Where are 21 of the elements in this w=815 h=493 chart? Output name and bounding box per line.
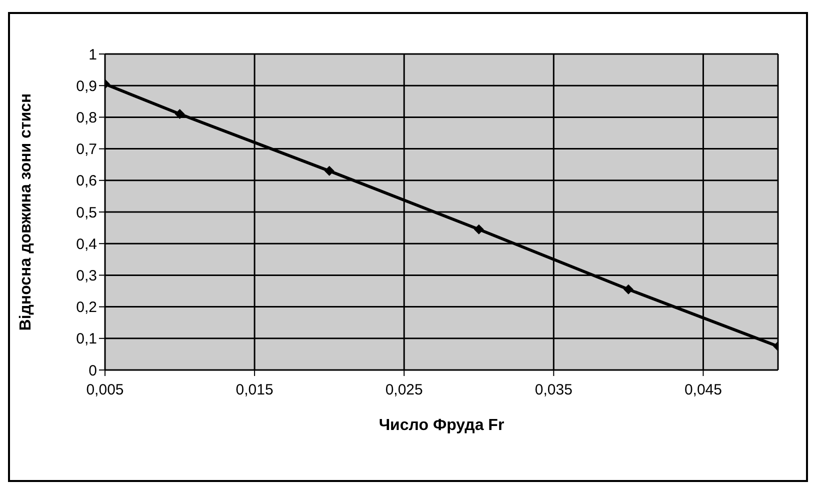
y-tick-label: 0,2: [76, 299, 97, 316]
y-axis-title: Відносна довжина зони стисн: [18, 93, 35, 331]
point: [623, 284, 634, 294]
point: [324, 166, 334, 176]
y-tick-label: 0,3: [76, 268, 97, 285]
x-tick-label: 0,025: [385, 382, 423, 399]
x-axis-title: Число Фруда Fr: [378, 417, 504, 434]
x-tick-label: 0,035: [534, 382, 572, 399]
y-tick-label: 0: [88, 362, 97, 380]
y-tick-label: 0,5: [76, 204, 97, 222]
y-tick-label: 0,7: [76, 141, 97, 158]
point: [474, 224, 484, 234]
y-tick-label: 0,8: [76, 110, 97, 127]
y-tick-label: 0,9: [76, 78, 97, 95]
x-tick-label: 0,005: [86, 382, 124, 399]
y-tick-label: 0,4: [76, 236, 97, 253]
x-tick-label: 0,045: [684, 382, 722, 399]
y-tick-label: 0,6: [76, 172, 97, 190]
x-tick-label: 0,015: [236, 382, 274, 399]
y-tick-label: 0,1: [76, 330, 97, 348]
y-tick-label: 1: [88, 46, 97, 64]
